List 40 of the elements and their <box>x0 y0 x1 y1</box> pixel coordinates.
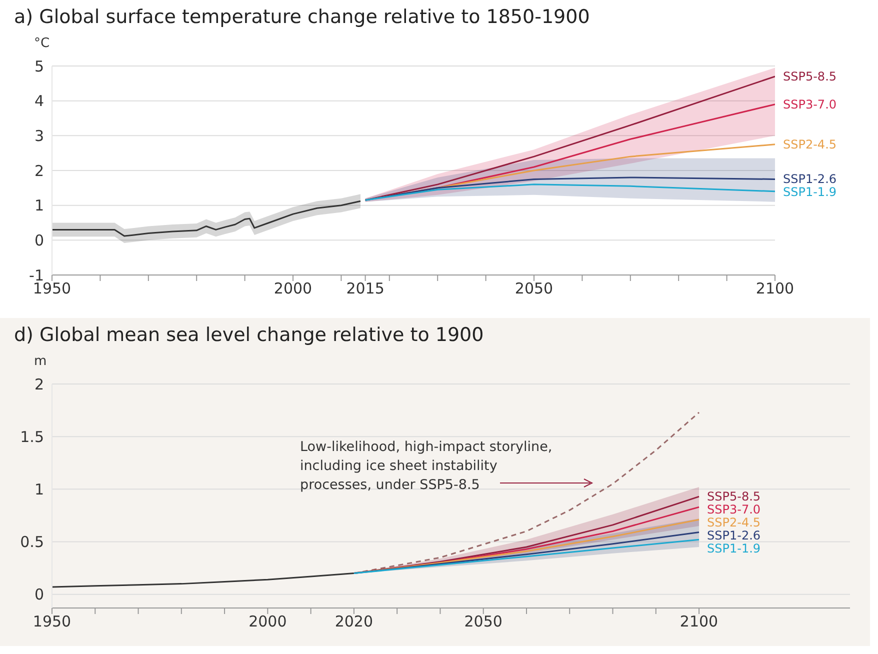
x-tick-label: 1950 <box>32 612 72 631</box>
line-series <box>364 184 775 201</box>
x-tick-label: 2100 <box>756 280 794 298</box>
series-label: SSP1-2.6 <box>707 528 761 543</box>
series-label: SSP2-4.5 <box>707 516 761 530</box>
y-tick-label: 4 <box>34 92 44 110</box>
x-tick-label: 1950 <box>32 280 72 298</box>
series-label: SSP2-4.5 <box>783 137 837 152</box>
y-tick-label: 2 <box>34 375 44 394</box>
y-tick-label: 3 <box>34 126 44 145</box>
series-label: SSP5-8.5 <box>707 490 761 504</box>
y-tick-label: 0.5 <box>20 533 44 552</box>
line-series <box>52 200 362 237</box>
chart-title: d) Global mean sea level change relative to 1900 <box>14 324 484 346</box>
series-label: SSP1-2.6 <box>783 172 837 186</box>
line-series <box>52 572 355 588</box>
series-label: SSP1-1.9 <box>783 185 837 200</box>
y-axis-title: m <box>34 354 47 369</box>
y-tick-label: 1 <box>34 480 44 498</box>
series-label: SSP3-7.0 <box>783 97 837 112</box>
chart-title: a) Global surface temperature change relative to 1850-1900 <box>14 6 590 28</box>
series-label: SSP3-7.0 <box>707 502 761 517</box>
x-tick-label: 2015 <box>346 280 384 298</box>
x-tick-label: 2100 <box>680 612 718 631</box>
series-label: SSP5-8.5 <box>783 69 837 84</box>
y-tick-label: 0 <box>34 231 44 250</box>
y-axis-title: °C <box>34 36 50 51</box>
y-tick-label: 2 <box>34 162 44 180</box>
x-tick-label: 2050 <box>514 280 554 298</box>
x-tick-label: 2020 <box>334 612 374 631</box>
series-label: SSP1-1.9 <box>707 542 761 556</box>
line-series <box>353 538 700 574</box>
y-tick-label: 1.5 <box>20 428 44 446</box>
x-tick-label: 2000 <box>274 280 312 298</box>
y-tick-label: 1 <box>34 196 44 215</box>
y-tick-label: 0 <box>34 586 44 604</box>
x-tick-label: 2000 <box>248 612 287 631</box>
x-tick-label: 2050 <box>464 612 502 631</box>
annotation: Low-likelihood, high-impact storyline, including ice sheet instability processes, under SSP5-8.5 <box>300 438 554 495</box>
y-tick-label: 5 <box>34 57 44 76</box>
